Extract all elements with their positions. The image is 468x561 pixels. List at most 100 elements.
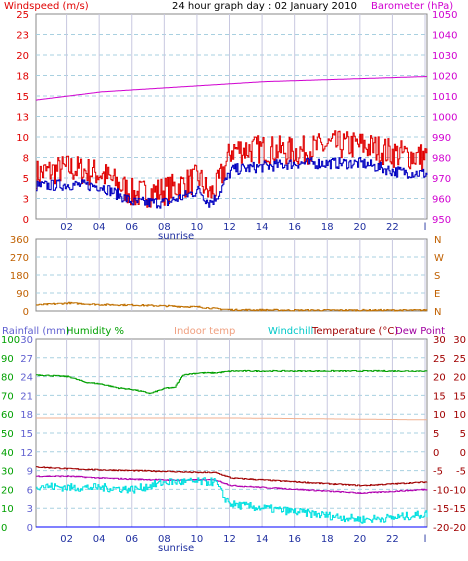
wind-panel-x-tick-label: 22 [386, 222, 399, 233]
temperature-left-tick-label: 0 [433, 448, 439, 459]
windspeed-tick-label: 3 [23, 195, 29, 206]
temperature-left-tick-label: 25 [433, 354, 446, 365]
rainfall-tick-label: 9 [27, 467, 33, 478]
humidity-tick-label: 30 [1, 467, 14, 478]
direction-degree-tick-label: 270 [10, 253, 29, 264]
humidity-tick-label: 90 [1, 354, 14, 365]
barometer-tick-label: 1030 [432, 51, 457, 62]
temperature-right-tick-label: 25 [453, 354, 466, 365]
barometer-tick-label: 950 [432, 215, 451, 226]
wind-panel-x-tick-label: 12 [223, 222, 236, 233]
rainfall-tick-label: 21 [20, 391, 33, 402]
temperature-left-tick-label: 5 [433, 429, 439, 440]
temperature-left-tick-label: 10 [433, 410, 446, 421]
wind-panel-x-tick-label: 08 [158, 222, 171, 233]
legend-temperature: Temperature (°C) [311, 326, 398, 337]
series-dew-point [36, 475, 428, 494]
windspeed-tick-label: 20 [16, 51, 29, 62]
windspeed-tick-label: 15 [16, 92, 29, 103]
windspeed-tick-label: 5 [23, 174, 29, 185]
temp-panel-x-tick-label: l [424, 534, 427, 545]
barometer-tick-label: 1010 [432, 92, 457, 103]
series-indoor-temp [36, 417, 427, 421]
direction-compass-tick-label: N [434, 235, 441, 246]
wind-panel-x-tick-label: 04 [93, 222, 106, 233]
rainfall-tick-label: 0 [27, 523, 33, 534]
barometer-tick-label: 970 [432, 174, 451, 185]
temperature-right-tick-label: -5 [456, 467, 466, 478]
temp-panel-x-tick-label: 12 [223, 534, 236, 545]
windspeed-tick-label: 0 [23, 215, 29, 226]
legend-windchill: Windchill [268, 326, 313, 337]
wind-panel-x-tick-label: 06 [125, 222, 138, 233]
wind-panel-x-tick-label: 16 [288, 222, 301, 233]
humidity-tick-label: 60 [1, 410, 14, 421]
temperature-right-tick-label: 0 [460, 448, 466, 459]
temperature-left-tick-label: 30 [433, 335, 446, 346]
temp-panel-x-tick-label: 08 [158, 534, 171, 545]
barometer-tick-label: 1050 [432, 10, 457, 21]
temperature-right-tick-label: 10 [453, 410, 466, 421]
barometer-tick-label: 990 [432, 133, 451, 144]
humidity-tick-label: 80 [1, 373, 14, 384]
direction-degree-tick-label: 90 [16, 289, 29, 300]
barometer-tick-label: 1040 [432, 31, 457, 42]
temp-panel-x-tick-label: 02 [60, 534, 73, 545]
windspeed-axis-title: Windspeed (m/s) [4, 1, 89, 12]
barometer-tick-label: 1000 [432, 113, 457, 124]
series-windspeed [36, 130, 428, 208]
temperature-right-tick-label: 15 [453, 391, 466, 402]
rainfall-tick-label: 30 [20, 335, 33, 346]
temperature-right-tick-label: 30 [453, 335, 466, 346]
temperature-left-tick-label: 20 [433, 373, 446, 384]
temp-panel-x-tick-label: 14 [256, 534, 269, 545]
wind-panel-x-tick-label: 14 [256, 222, 269, 233]
windspeed-tick-label: 18 [16, 72, 29, 83]
sunrise-label-1: sunrise [158, 231, 194, 242]
direction-degree-tick-label: 0 [23, 307, 29, 318]
windspeed-tick-label: 13 [16, 113, 29, 124]
temperature-right-tick-label: 20 [453, 373, 466, 384]
wind-panel-x-tick-label: 10 [191, 222, 204, 233]
wind-panel-x-tick-label: 20 [353, 222, 366, 233]
direction-compass-tick-label: S [434, 271, 440, 282]
rainfall-tick-label: 6 [27, 485, 33, 496]
humidity-tick-label: 50 [1, 429, 14, 440]
rainfall-tick-label: 15 [20, 429, 33, 440]
legend-humidity: Humidity % [66, 326, 124, 337]
direction-compass-tick-label: E [434, 289, 440, 300]
humidity-tick-label: 0 [1, 523, 7, 534]
series-windchill [36, 477, 428, 524]
humidity-tick-label: 20 [1, 485, 14, 496]
temp-panel-x-tick-label: 04 [93, 534, 106, 545]
direction-compass-tick-label: N [434, 307, 441, 318]
temperature-right-tick-label: -15 [450, 504, 466, 515]
barometer-axis-title: Barometer (hPa) [371, 1, 453, 12]
temperature-left-tick-label: 15 [433, 391, 446, 402]
humidity-tick-label: 10 [1, 504, 14, 515]
legend-dewpoint: Dew Point [395, 326, 445, 337]
temperature-left-tick-label: -5 [433, 467, 443, 478]
wind-panel-x-tick-label: 18 [321, 222, 334, 233]
humidity-tick-label: 100 [1, 335, 20, 346]
series-temperature [36, 466, 428, 487]
temp-panel-x-tick-label: 18 [321, 534, 334, 545]
rainfall-tick-label: 24 [20, 373, 33, 384]
windspeed-tick-label: 23 [16, 31, 29, 42]
direction-degree-tick-label: 360 [10, 235, 29, 246]
temperature-left-tick-label: -15 [433, 504, 449, 515]
barometer-tick-label: 960 [432, 195, 451, 206]
temp-panel-x-tick-label: 10 [191, 534, 204, 545]
series-wind-average [36, 157, 428, 209]
wind-panel-x-tick-label: l [424, 222, 427, 233]
sunrise-label-2: sunrise [158, 543, 194, 554]
temperature-left-tick-label: -10 [433, 485, 449, 496]
windspeed-tick-label: 8 [23, 154, 29, 165]
temp-panel-x-tick-label: 20 [353, 534, 366, 545]
rainfall-tick-label: 3 [27, 504, 33, 515]
series-barometer [35, 76, 428, 101]
temp-panel-x-tick-label: 16 [288, 534, 301, 545]
chart-title: 24 hour graph day : 02 January 2010 [172, 1, 357, 12]
